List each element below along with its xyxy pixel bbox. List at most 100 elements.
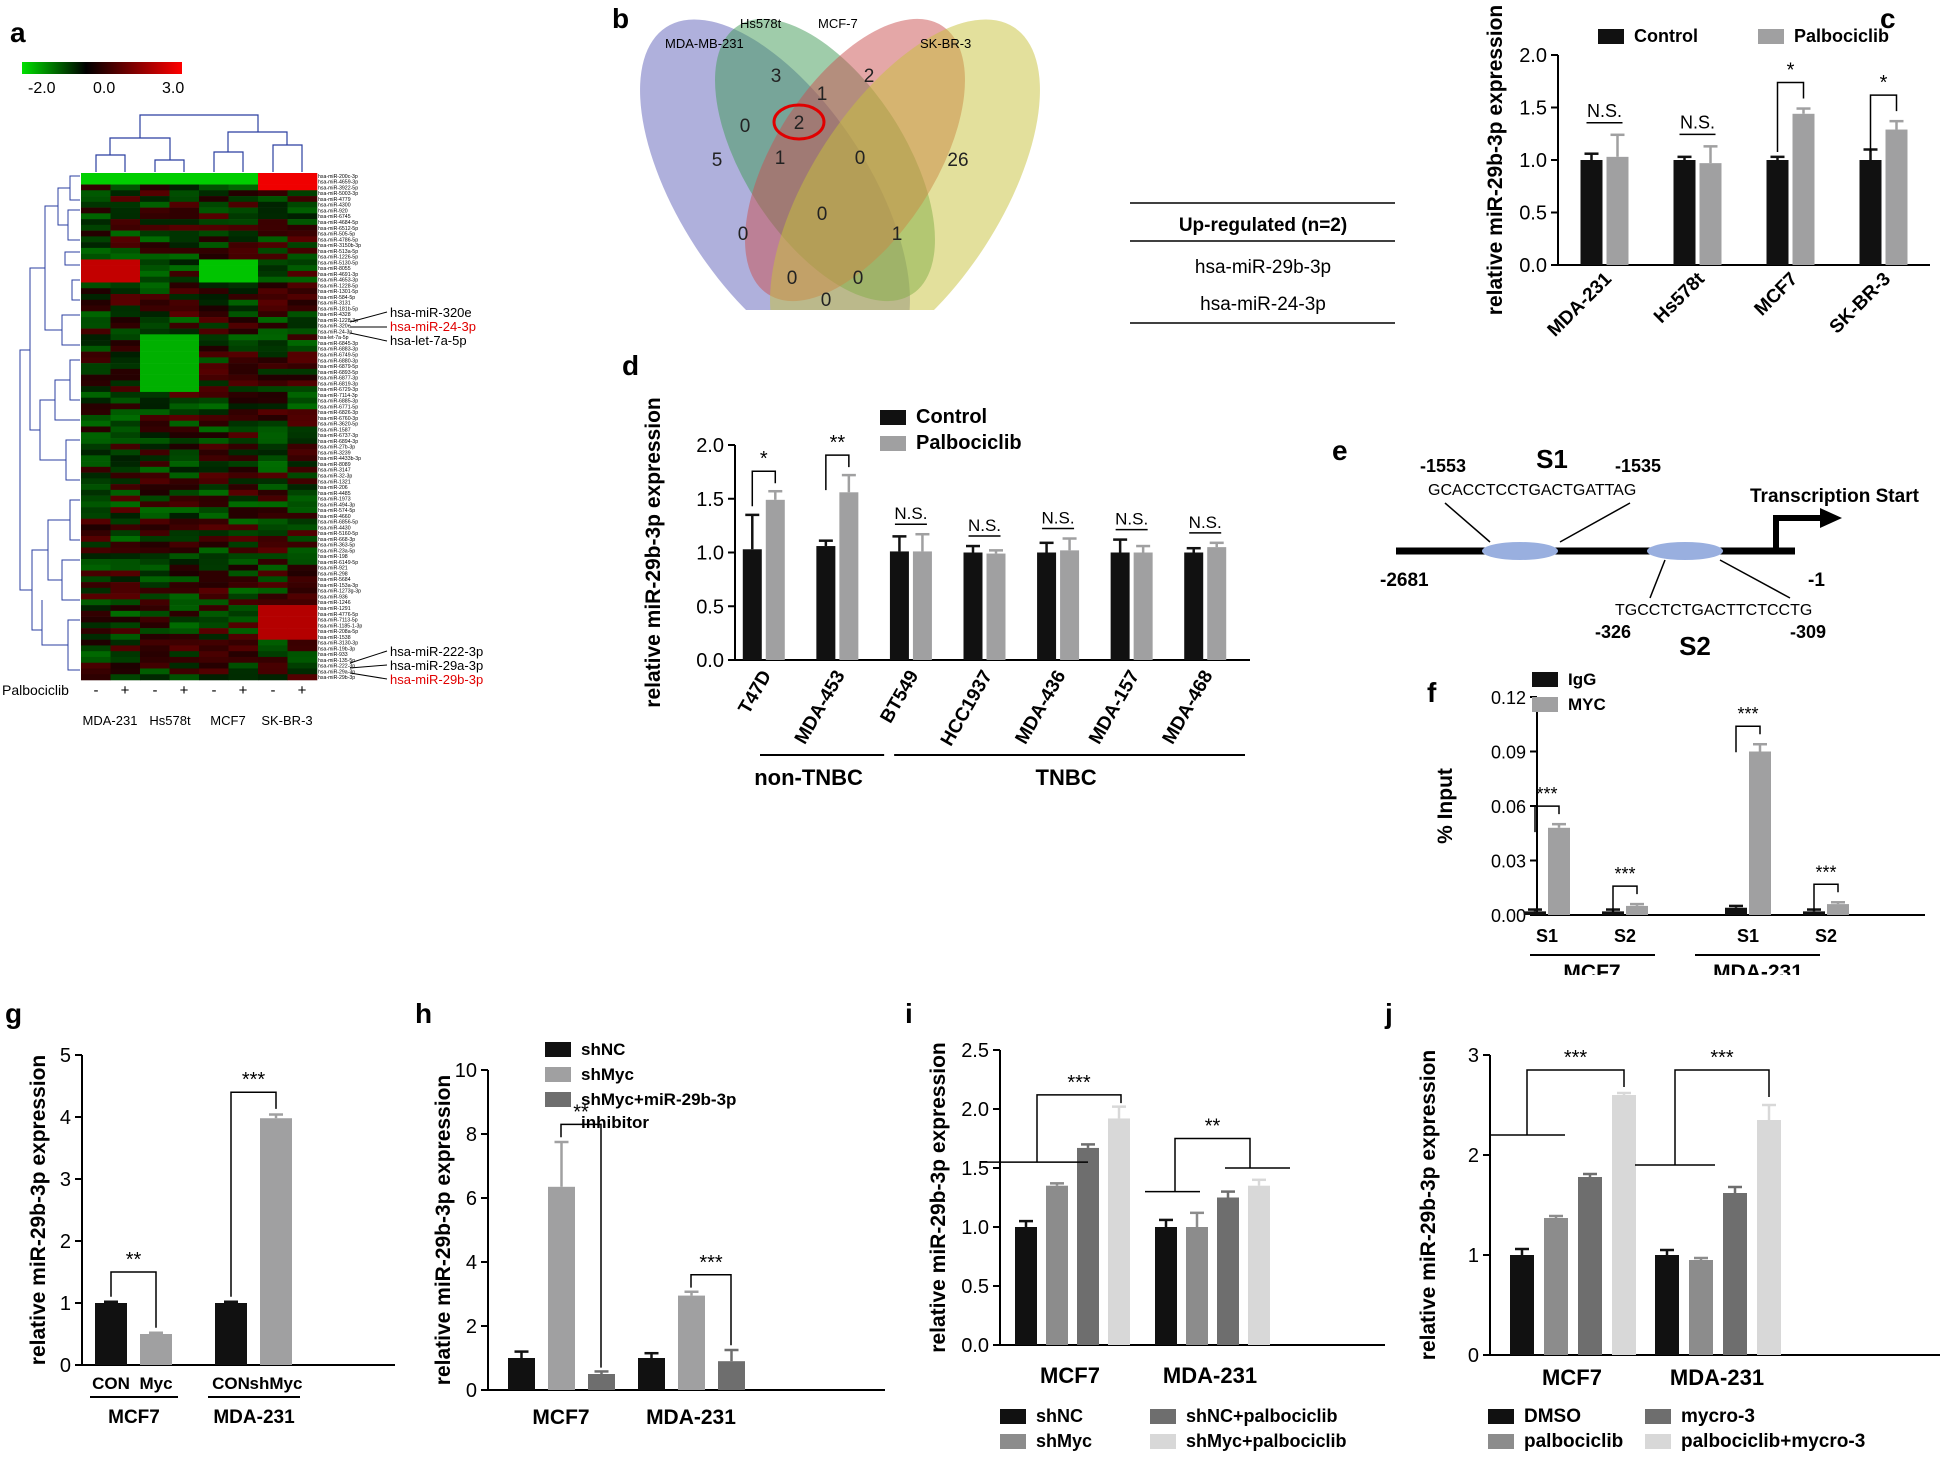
- y-tick-label: 1.5: [961, 1158, 989, 1180]
- heatmap-cell: [110, 242, 141, 249]
- heatmap-cell: [81, 610, 111, 617]
- legend-label: shNC: [1036, 1406, 1083, 1426]
- heatmap-cell: [110, 299, 141, 306]
- heatmap-cell: [228, 501, 259, 508]
- y-tick-label: 0.12: [1491, 688, 1526, 708]
- x-tick-label: MCF7: [532, 1406, 589, 1429]
- significance-label: **: [126, 1249, 142, 1271]
- x-tick-label: MDA-453: [791, 667, 850, 748]
- heatmap-cell: [258, 207, 288, 214]
- heatmap-cell: [140, 311, 170, 318]
- heatmap-cell: [287, 293, 318, 301]
- heatmap-cell: [228, 213, 259, 220]
- heatmap-cell: [110, 461, 141, 468]
- significance-label: *: [1787, 60, 1795, 82]
- heatmap-row-label: hsa-miR-6149-5p: [318, 560, 358, 566]
- heatmap-cell: [110, 374, 141, 381]
- significance-label: N.S.: [1587, 101, 1622, 121]
- bar: [508, 1358, 535, 1390]
- heatmap-cells: [81, 173, 318, 681]
- significance-label: N.S.: [1189, 513, 1222, 532]
- heatmap-cell: [110, 524, 141, 531]
- x-tick-label: MCF7: [1751, 269, 1802, 320]
- heatmap-row-label: hsa-miR-29a-3p: [318, 669, 355, 675]
- heatmap-cell: [110, 328, 141, 335]
- heatmap-cell: [258, 547, 288, 554]
- heatmap-cell: [258, 328, 288, 335]
- heatmap-row-label: hsa-miR-6745: [318, 214, 351, 220]
- heatmap-cell: [110, 253, 141, 260]
- highlight-circle: [772, 103, 826, 141]
- y-axis-label: relative miR-29b-3p expression: [432, 1075, 455, 1385]
- heatmap-cell: [199, 587, 229, 594]
- legend-swatch: [1150, 1434, 1176, 1449]
- heatmap-cell: [110, 518, 141, 525]
- heatmap-cell: [287, 507, 318, 514]
- significance-bracket: [825, 454, 850, 491]
- heatmap-cell: [258, 489, 288, 496]
- x-tick-label: shMyc: [250, 1374, 303, 1393]
- heatmap-cell: [287, 282, 318, 289]
- heatmap-cell: [228, 317, 259, 324]
- legend-swatch: [1488, 1409, 1514, 1424]
- heatmap-cell: [287, 478, 318, 485]
- heatmap-cell: [258, 553, 288, 560]
- heatmap-row-label: hsa-miR-1228-3p: [318, 318, 358, 324]
- heatmap-cell: [287, 270, 318, 277]
- heatmap-cell: [287, 242, 318, 249]
- heatmap-cell: [287, 501, 318, 508]
- heatmap-cell: [258, 535, 288, 543]
- heatmap-cell: [199, 645, 229, 652]
- heatmap-cell: [110, 662, 141, 669]
- heatmap-cell: [287, 363, 318, 370]
- heatmap-cell: [169, 593, 200, 600]
- venn-label-hs578t: Hs578t: [740, 16, 782, 31]
- table-header: Up-regulated (n=2): [1179, 215, 1347, 236]
- heatmap-cell: [199, 541, 229, 548]
- heatmap-cell: [287, 628, 318, 635]
- callout-miR-29a-3p: hsa-miR-29a-3p: [390, 658, 483, 673]
- heatmap-cell: [169, 305, 200, 312]
- heatmap-cell: [169, 449, 200, 456]
- heatmap-cell: [228, 386, 259, 393]
- heatmap-cell: [228, 224, 259, 231]
- heatmap-cell: [140, 242, 170, 249]
- heatmap-cell: [199, 420, 229, 427]
- bar: [1037, 552, 1057, 660]
- heatmap-row-label: hsa-miR-32-3p: [318, 473, 352, 479]
- heatmap-cell: [140, 270, 170, 277]
- heatmap-cell: [140, 472, 170, 479]
- group-label-non-tnbc: non-TNBC: [754, 765, 863, 790]
- heatmap-cell: [81, 328, 111, 335]
- y-tick-label: 2.0: [961, 1099, 989, 1121]
- heatmap-cell: [199, 391, 229, 398]
- heatmap-cell: [287, 196, 318, 203]
- heatmap-cell: [199, 593, 229, 600]
- bar: [1689, 1260, 1713, 1355]
- y-tick-label: 0.09: [1491, 743, 1526, 763]
- heatmap-row-label: hsa-miR-8055: [318, 266, 351, 272]
- heatmap-cell: [258, 340, 288, 347]
- x-tick-label: S1: [1737, 926, 1759, 946]
- heatmap-cell: [110, 656, 141, 664]
- heatmap-cell: [228, 593, 259, 600]
- panel-label-f: f: [1427, 677, 1437, 708]
- heatmap-cell: [81, 507, 111, 514]
- heatmap-cell: [287, 201, 318, 208]
- heatmap-cell: [199, 512, 229, 519]
- heatmap-cell: [169, 501, 200, 508]
- heatmap-cell: [287, 564, 318, 571]
- heatmap-cell: [287, 530, 318, 537]
- heatmap-cell: [140, 236, 170, 243]
- heatmap-cell: [258, 651, 288, 658]
- heatmap-row-label: hsa-miR-19b-3p: [318, 646, 355, 652]
- heatmap-cell: [169, 409, 200, 416]
- heatmap-cell: [199, 247, 229, 254]
- row-dendrogram: [19, 175, 80, 671]
- svg-text:0: 0: [738, 224, 749, 245]
- heatmap-cell: [169, 633, 200, 640]
- heatmap-cell: [199, 282, 229, 289]
- heatmap-row-label: hsa-miR-4691-3p: [318, 272, 358, 278]
- heatmap-cell: [169, 674, 200, 681]
- heatmap-cell: [258, 610, 288, 617]
